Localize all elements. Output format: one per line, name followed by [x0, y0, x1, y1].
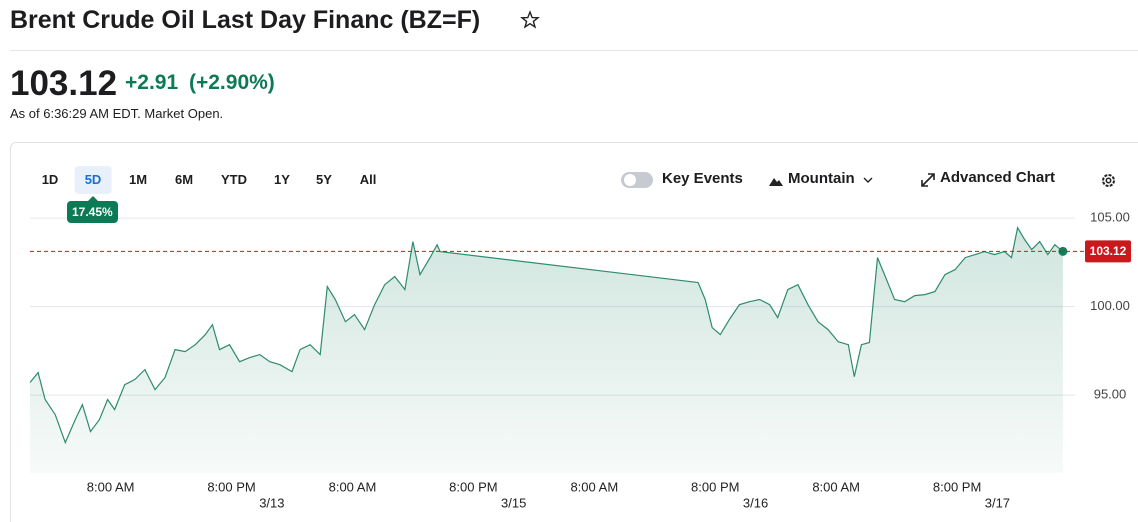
area-fill: [30, 227, 1063, 473]
toggle[interactable]: [620, 171, 654, 189]
x-tick-label: 8:00 PM: [449, 479, 497, 494]
settings-icon[interactable]: [1100, 172, 1117, 189]
x-tick-label: 8:00 PM: [207, 479, 255, 494]
range-tab[interactable]: YTD: [221, 172, 247, 187]
price-line: [29, 226, 1064, 445]
date-tick-label: 3/16: [743, 495, 768, 510]
x-tick-label: 8:00 AM: [570, 479, 618, 494]
date-tick-label: 3/15: [501, 495, 526, 510]
page-title: Brent Crude Oil Last Day Financ (BZ=F): [10, 6, 481, 34]
range-tab[interactable]: 1D: [41, 172, 59, 187]
x-tick-label: 8:00 AM: [812, 479, 860, 494]
price-change: +2.91: [125, 71, 179, 94]
advanced-chart[interactable]: Advanced Chart: [940, 169, 1056, 186]
range-tab[interactable]: 1M: [128, 172, 148, 187]
y-tick-label: 95.00: [1094, 387, 1127, 402]
chart-card: [10, 142, 1138, 522]
range-tab[interactable]: All: [359, 172, 377, 187]
y-tick-label: 100.00: [1090, 298, 1130, 313]
date-tick-label: 3/13: [259, 495, 284, 510]
price: 103.12: [10, 64, 118, 103]
price-badge-label: 103.12: [1090, 244, 1127, 258]
chart-type[interactable]: Mountain: [788, 170, 855, 187]
range-tab[interactable]: 6M: [174, 172, 194, 187]
x-tick-label: 8:00 PM: [691, 479, 739, 494]
chevron: [863, 177, 873, 183]
range-tab[interactable]: 1Y: [274, 172, 290, 187]
range-change: 17.45%: [67, 201, 118, 223]
mountain-icon: [769, 178, 783, 186]
price-change-percent: (+2.90%): [189, 71, 275, 94]
as-of: As of 6:36:29 AM EDT. Market Open.: [10, 106, 224, 121]
separator: [10, 50, 1138, 51]
key-events[interactable]: Key Events: [662, 170, 743, 187]
tooltip-arrow: [88, 196, 98, 201]
range-tab[interactable]: 5D: [74, 166, 112, 194]
x-tick-label: 8:00 PM: [933, 479, 981, 494]
price-badge: [1085, 240, 1131, 263]
x-tick-label: 8:00 AM: [329, 479, 377, 494]
star-icon[interactable]: [520, 10, 540, 30]
y-tick-label: 105.00: [1090, 210, 1130, 225]
expand-icon: [921, 173, 935, 187]
range-tab[interactable]: 5Y: [316, 172, 332, 187]
x-tick-label: 8:00 AM: [87, 479, 135, 494]
date-tick-label: 3/17: [985, 495, 1010, 510]
